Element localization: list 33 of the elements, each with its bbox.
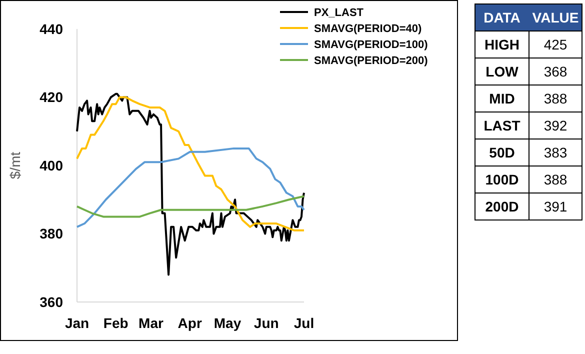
text: DATA — [484, 9, 520, 26]
data-label: 392 — [544, 117, 568, 134]
category-label: LOW — [486, 63, 520, 80]
y-tick-label: 400 — [40, 157, 64, 174]
y-tick-label: 360 — [40, 294, 64, 310]
category-label: 200D — [485, 198, 519, 214]
y-tick-label: 420 — [40, 89, 64, 106]
y-axis-title: $/mt — [7, 152, 23, 180]
data-label: 391 — [544, 198, 568, 214]
category-label: 100D — [485, 171, 519, 188]
y-tick-label: 380 — [40, 226, 64, 242]
legend-label: SMAVG(PERIOD=40) — [314, 22, 422, 35]
legend-label: SMAVG(PERIOD=200) — [314, 54, 428, 67]
legend-label: SMAVG(PERIOD=100) — [314, 38, 428, 51]
category-label: MID — [489, 90, 515, 106]
x-tick-label: Mar — [138, 315, 164, 331]
x-tick-label: Apr — [178, 315, 202, 331]
x-tick-label: May — [214, 315, 242, 331]
category-label: HIGH — [484, 36, 520, 52]
data-label: 388 — [544, 171, 568, 188]
category-label: 50D — [489, 144, 515, 160]
category-label: LAST — [484, 117, 521, 134]
y-tick-label: 440 — [40, 20, 64, 37]
data-label: 383 — [544, 144, 568, 160]
x-tick-label: Jun — [254, 315, 279, 331]
legend-label: PX_LAST — [314, 6, 364, 19]
data-label: 388 — [544, 90, 568, 106]
data-label: 425 — [544, 36, 568, 52]
data-label: 368 — [544, 63, 568, 80]
x-tick-label: Feb — [103, 315, 128, 331]
x-tick-label: Jan — [64, 315, 90, 331]
text: VALUE — [532, 9, 579, 26]
x-tick-label: Jul — [294, 315, 314, 331]
